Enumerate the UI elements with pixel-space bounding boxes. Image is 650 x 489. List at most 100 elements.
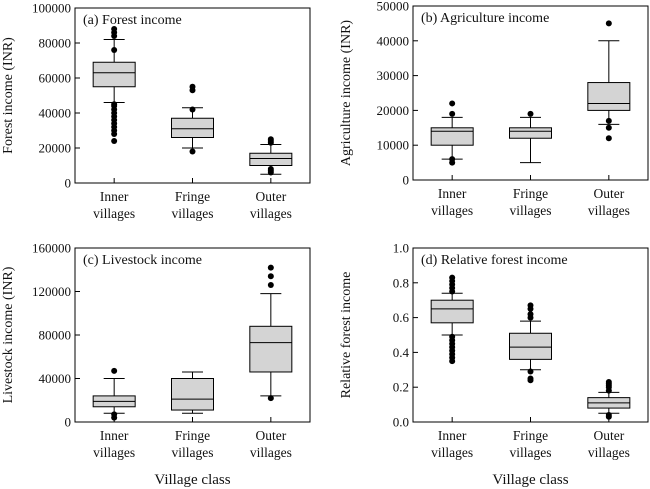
panel-title: (d) Relative forest income (421, 253, 568, 268)
y-tick-label: 0.8 (393, 275, 409, 290)
y-tick-label: 10000 (377, 138, 410, 153)
x-tick-label: Inner villages (93, 189, 135, 221)
iqr-box (430, 299, 474, 324)
y-tick-label: 0.6 (393, 310, 410, 325)
box-2 (509, 110, 552, 164)
y-tick-label: 0.0 (393, 415, 409, 430)
iqr-box (92, 61, 136, 88)
outlier-point (527, 368, 534, 375)
iqr-box (587, 82, 631, 111)
box-1 (430, 274, 474, 365)
y-tick-label: 0.2 (393, 380, 409, 395)
panel-title: (c) Livestock income (83, 253, 202, 268)
x-tick-label: Fringe villages (172, 428, 214, 460)
y-tick-label: 1.0 (393, 241, 409, 256)
outlier-point (605, 124, 612, 131)
outlier-point (111, 101, 118, 108)
y-tick-label: 60000 (39, 71, 72, 86)
y-tick-label: 30000 (377, 68, 410, 83)
box-3 (249, 264, 293, 402)
outlier-point (267, 136, 274, 143)
x-tick-label: Outer villages (588, 186, 630, 218)
x-tick-label: Outer villages (250, 189, 292, 221)
x-tick-label: Inner villages (431, 186, 473, 218)
outlier-point (605, 378, 612, 385)
outlier-point (267, 273, 274, 280)
box-2 (171, 371, 214, 414)
y-axis-label: Agriculture income (INR) (339, 20, 354, 167)
y-tick-label: 20000 (39, 141, 72, 156)
outlier-point (111, 411, 118, 418)
box-2 (509, 302, 552, 384)
iqr-box (509, 332, 552, 360)
outlier-point (449, 333, 456, 340)
y-tick-label: 160000 (32, 241, 71, 256)
box-2 (171, 83, 214, 155)
y-tick-label: 40000 (377, 33, 410, 48)
y-axis-label: Livestock income (INR) (1, 266, 16, 403)
iqr-box (509, 127, 552, 139)
iqr-box (249, 325, 293, 373)
outlier-point (111, 367, 118, 374)
chart-panel-3: 0 40000 80000 120000 160000 Inner villages Frin… (1, 241, 311, 488)
outlier-point (267, 264, 274, 271)
y-tick-label: 0 (403, 173, 410, 188)
outlier-point (449, 156, 456, 163)
x-tick-label: Outer villages (250, 428, 292, 460)
outlier-point (111, 47, 118, 53)
outlier-point (267, 166, 274, 172)
x-tick-label: Fringe villages (172, 189, 214, 221)
y-tick-label: 0.4 (393, 345, 410, 360)
outlier-point (527, 311, 534, 318)
y-tick-label: 80000 (39, 328, 72, 343)
panel-title: (b) Agriculture income (421, 11, 549, 26)
y-tick-label: 0 (65, 176, 72, 191)
x-tick-label: Outer villages (588, 428, 630, 460)
y-tick-label: 40000 (39, 106, 72, 121)
outlier-point (527, 110, 534, 117)
iqr-box (249, 152, 293, 166)
y-tick-label: 20000 (377, 103, 410, 118)
y-tick-label: 120000 (32, 284, 71, 299)
outlier-point (605, 135, 612, 142)
y-tick-label: 50000 (377, 0, 410, 14)
y-tick-label: 100000 (32, 1, 71, 16)
outlier-point (605, 117, 612, 124)
box-1 (92, 367, 136, 421)
outlier-point (449, 100, 456, 107)
y-tick-label: 80000 (39, 36, 72, 51)
outlier-point (267, 281, 274, 288)
chart-panel-4: 0.0 0.2 0.4 0.6 0.8 1.0 Inner villages Fringe vil… (339, 241, 649, 488)
box-1 (430, 100, 474, 166)
iqr-box (171, 117, 214, 138)
box-3 (249, 136, 293, 176)
panel-title: (a) Forest income (83, 13, 182, 28)
iqr-box (430, 127, 474, 146)
outlier-point (189, 106, 196, 113)
chart-panel-2: 0 10000 20000 30000 40000 50000 Inner villages F… (339, 0, 649, 218)
y-axis-label: Forest income (INR) (1, 37, 16, 154)
outlier-point (111, 26, 118, 32)
box-3 (587, 378, 631, 420)
y-tick-label: 40000 (39, 371, 72, 386)
x-tick-label: Fringe villages (510, 186, 552, 218)
y-tick-label: 0 (65, 415, 72, 430)
outlier-point (449, 110, 456, 117)
outlier-point (189, 148, 196, 155)
x-tick-label: Inner villages (93, 428, 135, 460)
chart-panel-1: 0 20000 40000 60000 80000 100000 Inner villages… (1, 1, 311, 221)
x-axis-label: Village class (154, 472, 230, 488)
outlier-point (267, 395, 274, 402)
outlier-point (449, 274, 456, 281)
x-tick-label: Inner villages (431, 428, 473, 460)
iqr-box (171, 378, 214, 411)
x-axis-label: Village class (492, 472, 568, 488)
outlier-point (527, 302, 534, 309)
outlier-point (527, 375, 534, 382)
outlier-point (605, 412, 612, 419)
outlier-point (189, 83, 196, 90)
outlier-point (111, 138, 118, 144)
y-axis-label: Relative forest income (339, 272, 354, 399)
x-tick-label: Fringe villages (510, 428, 552, 460)
